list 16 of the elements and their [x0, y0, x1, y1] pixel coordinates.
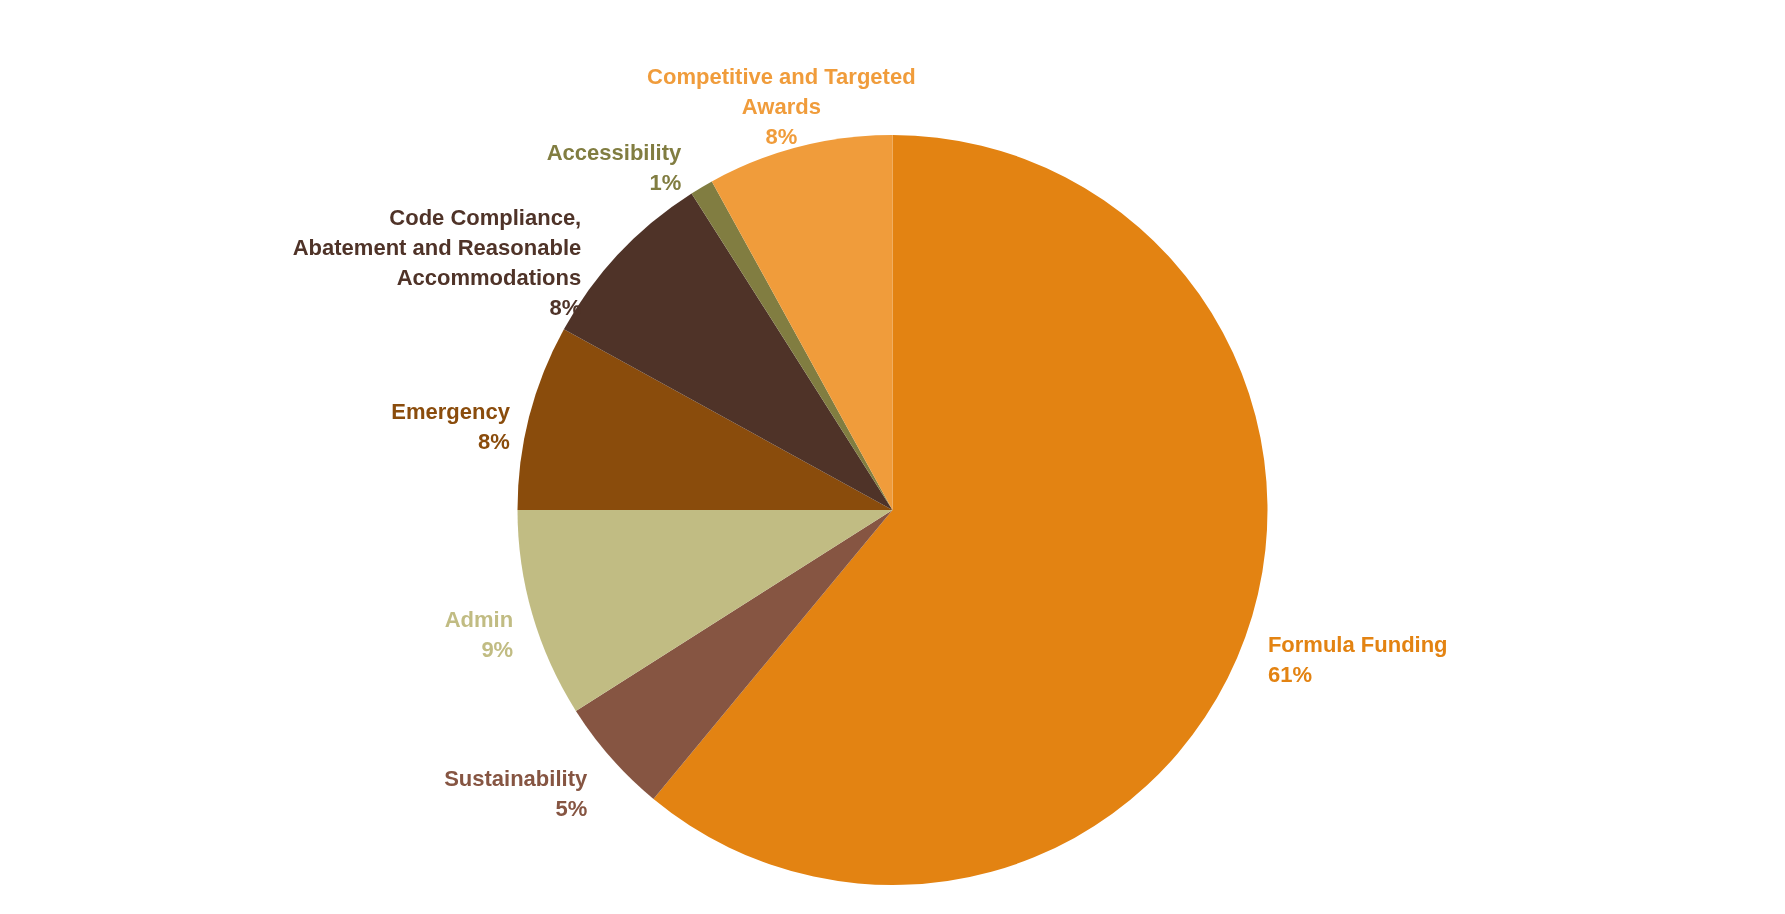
data-label: 5% — [555, 796, 588, 822]
slice-label: Competitive and Targeted Awards — [647, 64, 916, 120]
pie-slice — [517, 510, 893, 711]
data-label: 1% — [649, 169, 682, 195]
slice-label: Admin — [444, 607, 514, 633]
data-label: 8% — [478, 428, 510, 454]
slice-label: Emergency — [391, 398, 511, 424]
slice-label: Accessibility — [546, 139, 683, 165]
slice-label: Formula Funding — [1267, 632, 1448, 658]
data-label: 8% — [765, 124, 798, 150]
data-label: 61% — [1267, 662, 1312, 688]
data-label: 9% — [481, 637, 514, 663]
pie-slice — [691, 181, 893, 510]
pie-slice — [517, 329, 893, 510]
slice-label: Code Compliance, Abatement and Reasonable Accommodations — [292, 204, 582, 290]
slice-label: Sustainability — [444, 766, 588, 792]
